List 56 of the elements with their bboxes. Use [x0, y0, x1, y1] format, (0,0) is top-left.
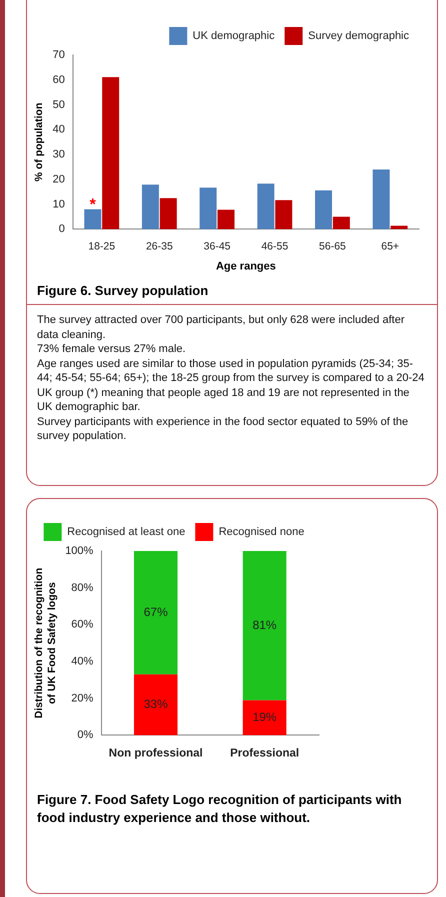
legend-label: Survey demographic [308, 30, 410, 42]
y-tick-label: 70 [52, 49, 65, 62]
y-tick-label: 60 [52, 74, 65, 86]
annotation: * [90, 196, 97, 214]
y-tick-label: 100% [65, 545, 94, 558]
y-tick-label: 40 [52, 124, 65, 136]
y-tick-label: 40% [71, 656, 94, 668]
x-tick-label: 46-55 [261, 240, 288, 252]
bar [134, 674, 178, 736]
x-tick-label: 36-45 [204, 240, 231, 252]
y-tick-label: 10 [52, 198, 65, 210]
y-axis-title: % of population [33, 102, 46, 182]
y-tick-label: 0 [58, 223, 65, 236]
bar [102, 77, 120, 230]
y-tick-label: 80% [71, 582, 94, 594]
x-tick-label: 18-25 [88, 240, 116, 252]
bar [242, 551, 286, 700]
bar [332, 216, 350, 230]
data-label: 81% [252, 618, 277, 632]
x-tick-label: 26-35 [146, 240, 173, 252]
bar [372, 169, 390, 230]
text: The survey attracted over 700 participants, but only 628 were included after data cleaning. [37, 313, 406, 342]
legend-label: Recognised none [218, 526, 304, 538]
x-tick-label: Professional [230, 747, 300, 760]
y-tick-label: 20 [52, 173, 65, 186]
y-tick-label: 30 [52, 148, 65, 161]
data-label: 33% [144, 697, 168, 712]
x-tick-label: 65+ [381, 240, 400, 252]
y-tick-label: 20% [71, 692, 94, 704]
legend-label: Recognised at least one [67, 526, 186, 538]
bar [200, 188, 217, 230]
data-label: 67% [144, 605, 168, 620]
text: Figure 7. Food Safety Logo recognition of participants with food industry experience and those without. [37, 791, 403, 827]
bar [242, 700, 286, 736]
text: 73% female versus 27% male. [37, 342, 187, 356]
bar [142, 184, 159, 230]
x-axis-title: Age ranges [216, 260, 276, 272]
y-axis-title: Distribution of the recognition of UK Food Safety logos [33, 568, 58, 718]
bar [275, 200, 292, 230]
bar [134, 551, 178, 674]
bar [84, 209, 102, 230]
legend-label: UK demographic [192, 30, 276, 42]
y-tick-label: 60% [71, 618, 94, 631]
x-tick-label: 56-65 [319, 240, 346, 252]
y-tick-label: 0% [77, 729, 94, 742]
text: Age ranges used are similar to those used in population pyramids (25-34; 35-44; 45-54; 55-64; 65+); the 18-25 group from the survey is compared to a 20-24 UK group (*) meaning that people aged 18 and 19 are not represented in the UK demographic bar. [37, 356, 426, 414]
bar [218, 210, 235, 230]
bar [390, 226, 408, 230]
bar [160, 198, 177, 230]
text: Figure 6. Survey population [37, 283, 210, 298]
data-label: 19% [252, 710, 277, 724]
x-tick-label: Non professional [108, 747, 203, 760]
bar [315, 190, 332, 230]
y-tick-label: 50 [52, 98, 65, 111]
bar [257, 184, 274, 230]
text: Survey participants with experience in the food sector equated to 59% of the survey population. [37, 414, 410, 444]
